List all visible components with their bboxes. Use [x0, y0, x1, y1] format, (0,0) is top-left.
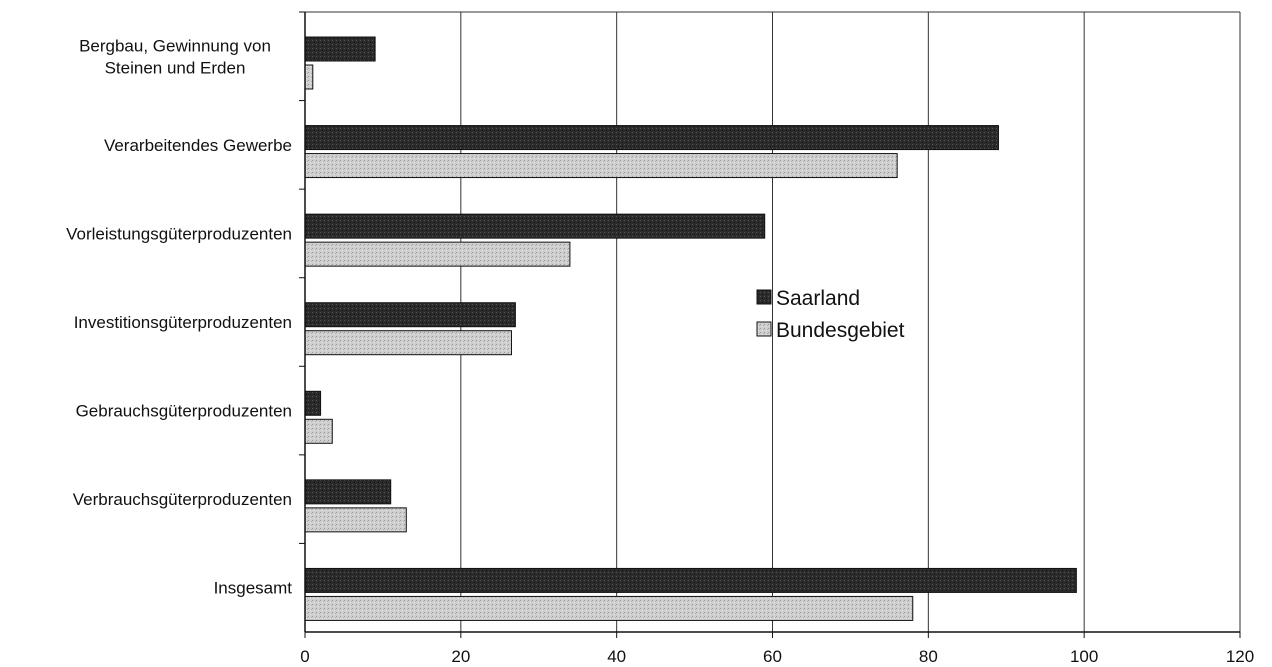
grid-layer: [305, 11, 1241, 632]
x-tick-label-40: 40: [607, 647, 626, 666]
bar-bundesgebiet-0: [304, 64, 314, 90]
category-label-0-line0: Bergbau, Gewinnung von: [79, 36, 271, 55]
bar-saarland-3: [304, 302, 516, 328]
bar-layer: [304, 36, 1077, 621]
legend: Saarland Bundesgebiet: [756, 287, 905, 342]
legend-swatch-bundesgebiet: [756, 321, 772, 337]
bar-saarland-5: [304, 479, 392, 505]
x-tick-label-20: 20: [451, 647, 470, 666]
x-tick-label-0: 0: [300, 647, 309, 666]
category-label-1: Verarbeitendes Gewerbe: [104, 136, 292, 155]
bar-bundesgebiet-1: [304, 153, 898, 179]
bar-saarland-1: [304, 125, 999, 151]
category-label-0-line1: Steinen und Erden: [105, 58, 246, 77]
legend-swatch-saarland: [756, 289, 772, 305]
category-label-5: Verbrauchsgüterproduzenten: [73, 490, 292, 509]
label-layer: Bergbau, Gewinnung von Steinen und Erden V…: [66, 36, 1254, 666]
legend-label-saarland: Saarland: [776, 287, 860, 310]
bar-saarland-0: [304, 36, 376, 62]
bar-saarland-6: [304, 567, 1077, 593]
x-tick-label-60: 60: [763, 647, 782, 666]
bar-bundesgebiet-2: [304, 241, 571, 267]
bar-bundesgebiet-4: [304, 418, 333, 444]
category-label-2: Vorleistungsgüterproduzenten: [66, 224, 292, 243]
category-label-3: Investitionsgüterproduzenten: [74, 313, 292, 332]
bar-bundesgebiet-5: [304, 507, 407, 533]
axis-layer: [299, 11, 1241, 638]
x-tick-label-120: 120: [1226, 647, 1254, 666]
bar-bundesgebiet-6: [304, 595, 914, 621]
x-tick-label-80: 80: [919, 647, 938, 666]
bar-saarland-2: [304, 213, 766, 239]
category-label-6: Insgesamt: [214, 579, 293, 598]
legend-label-bundesgebiet: Bundesgebiet: [776, 319, 905, 342]
x-tick-label-100: 100: [1070, 647, 1098, 666]
bar-bundesgebiet-3: [304, 330, 512, 356]
category-label-4: Gebrauchsgüterproduzenten: [76, 402, 292, 421]
bar-saarland-4: [304, 390, 322, 416]
